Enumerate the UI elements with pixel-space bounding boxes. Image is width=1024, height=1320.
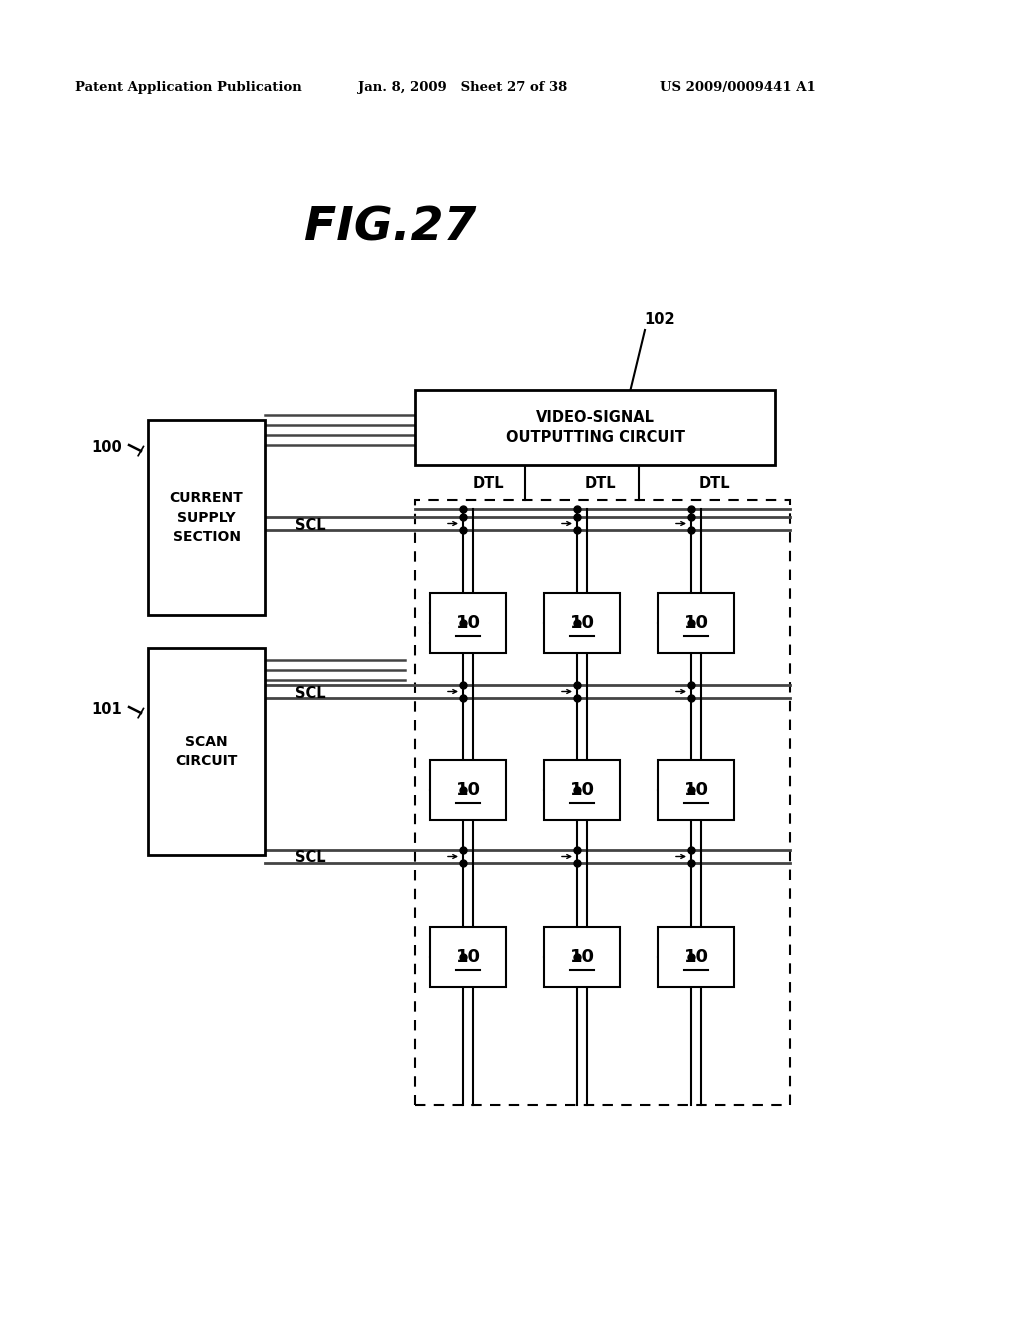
Text: 10: 10 — [683, 948, 709, 966]
Text: 10: 10 — [683, 781, 709, 799]
Bar — [430, 760, 506, 820]
Bar — [430, 927, 506, 987]
Text: CURRENT
SUPPLY
SECTION: CURRENT SUPPLY SECTION — [170, 491, 244, 544]
Text: 10: 10 — [569, 614, 595, 632]
Text: SCAN
CIRCUIT: SCAN CIRCUIT — [175, 735, 238, 768]
Bar — [544, 593, 620, 653]
Text: 10: 10 — [456, 781, 480, 799]
Text: DTL: DTL — [698, 475, 730, 491]
Text: 10: 10 — [569, 781, 595, 799]
Text: —: — — [131, 441, 151, 459]
Bar — [658, 760, 734, 820]
Bar — [148, 648, 265, 855]
Bar — [658, 593, 734, 653]
Text: 10: 10 — [569, 948, 595, 966]
Text: FIG.27: FIG.27 — [304, 206, 476, 251]
Bar — [148, 420, 265, 615]
Text: 10: 10 — [683, 614, 709, 632]
Text: SCL: SCL — [295, 850, 326, 866]
Text: DTL: DTL — [472, 475, 504, 491]
Bar — [415, 389, 775, 465]
Text: 10: 10 — [456, 948, 480, 966]
Text: US 2009/0009441 A1: US 2009/0009441 A1 — [660, 82, 816, 95]
Text: SCL: SCL — [295, 517, 326, 532]
Text: 100: 100 — [91, 441, 122, 455]
Bar — [658, 927, 734, 987]
Text: DTL: DTL — [584, 475, 615, 491]
Bar — [544, 927, 620, 987]
Bar — [415, 500, 790, 1105]
Text: VIDEO-SIGNAL
OUTPUTTING CIRCUIT: VIDEO-SIGNAL OUTPUTTING CIRCUIT — [506, 409, 684, 446]
Bar — [544, 760, 620, 820]
Text: 10: 10 — [456, 614, 480, 632]
Text: 102: 102 — [645, 313, 675, 327]
Bar — [430, 593, 506, 653]
Text: —: — — [131, 702, 151, 722]
Text: SCL: SCL — [295, 685, 326, 701]
Text: 101: 101 — [91, 702, 122, 718]
Text: Jan. 8, 2009   Sheet 27 of 38: Jan. 8, 2009 Sheet 27 of 38 — [358, 82, 567, 95]
Text: Patent Application Publication: Patent Application Publication — [75, 82, 302, 95]
